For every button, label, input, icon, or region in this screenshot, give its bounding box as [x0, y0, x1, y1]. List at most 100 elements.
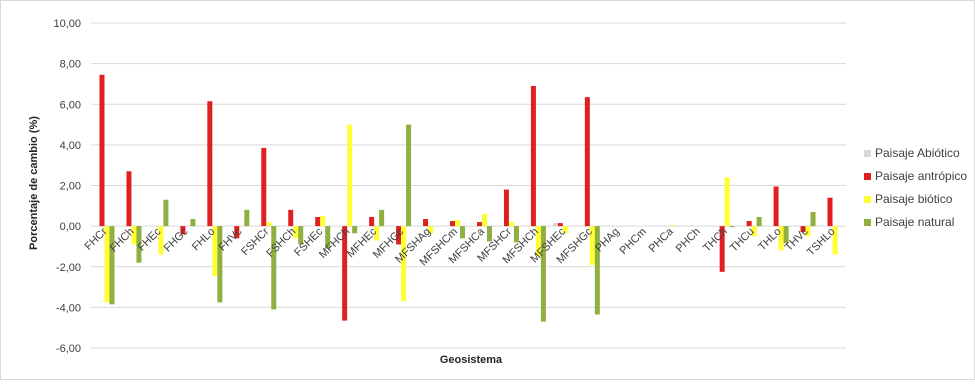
- bar: [374, 226, 380, 241]
- bar: [552, 223, 558, 227]
- bar: [320, 215, 326, 227]
- legend-swatch: [864, 219, 871, 226]
- bar: [751, 226, 757, 237]
- y-tick-label: -2,00: [56, 262, 81, 274]
- bar: [379, 209, 385, 227]
- bar: [513, 226, 519, 243]
- bar: [486, 226, 492, 242]
- bar: [832, 226, 838, 255]
- bar: [455, 220, 461, 227]
- y-tick-label: 8,00: [60, 59, 81, 71]
- bar: [508, 222, 514, 227]
- bar: [827, 197, 833, 227]
- legend-label: Paisaje antrópico: [875, 169, 967, 183]
- bar: [783, 226, 789, 244]
- bar: [261, 147, 267, 227]
- bar: [158, 226, 164, 255]
- bar: [503, 189, 509, 227]
- legend-swatch: [864, 150, 871, 157]
- y-tick-label: 0,00: [60, 221, 81, 233]
- bar: [540, 226, 546, 322]
- bar: [163, 199, 169, 227]
- bar: [719, 226, 725, 272]
- bar: [800, 226, 806, 233]
- bar: [401, 226, 407, 302]
- bar: [131, 226, 137, 245]
- bar: [207, 101, 213, 227]
- bar: [423, 219, 429, 227]
- y-tick-label: 6,00: [60, 99, 81, 111]
- bar: [288, 209, 294, 227]
- bar: [594, 226, 600, 315]
- bar: [450, 221, 456, 227]
- bar: [271, 226, 277, 310]
- category-label: THCh: [701, 226, 730, 255]
- bar: [773, 186, 779, 227]
- bar: [352, 226, 358, 234]
- bar: [212, 226, 218, 276]
- category-label: FSHCh: [264, 226, 298, 260]
- bar: [530, 85, 536, 227]
- bar: [315, 216, 321, 227]
- bar: [293, 226, 299, 239]
- bar: [342, 226, 348, 321]
- x-axis-title: Geosistema: [440, 354, 503, 366]
- bar: [266, 222, 272, 227]
- bar: [476, 222, 482, 227]
- y-tick-label: 10,00: [53, 18, 81, 30]
- bar: [460, 226, 466, 239]
- bars: [99, 74, 838, 322]
- y-tick-label: -6,00: [56, 343, 81, 355]
- category-label: PHCm: [618, 226, 649, 257]
- category-label: PHCa: [647, 225, 677, 255]
- bar: [180, 226, 186, 235]
- bar: [584, 97, 590, 227]
- y-tick-label: -4,00: [56, 302, 81, 314]
- y-axis-title: Porcentaje de cambio (%): [28, 116, 40, 250]
- bar: [428, 226, 434, 234]
- bar: [99, 74, 105, 227]
- bar: [406, 124, 412, 227]
- gridlines: [91, 22, 846, 349]
- bar: [234, 226, 240, 239]
- bar: [562, 226, 568, 234]
- bar: [325, 226, 331, 249]
- bar: [746, 221, 752, 227]
- legend-label: Paisaje natural: [875, 215, 954, 229]
- bar: [136, 226, 142, 263]
- bar: [778, 226, 784, 251]
- bar: [369, 216, 375, 227]
- bar: [810, 211, 816, 227]
- bar: [729, 226, 735, 228]
- bar: [805, 226, 811, 237]
- bar: [126, 171, 132, 227]
- bar: [557, 223, 563, 227]
- bar: [724, 177, 730, 227]
- category-label: PHCh: [674, 226, 703, 255]
- legend-swatch: [864, 196, 871, 203]
- y-tick-label: 4,00: [60, 140, 81, 152]
- legend: Paisaje Abiótico Paisaje antrópico Paisaje…: [864, 146, 967, 229]
- bar: [347, 124, 353, 227]
- bar: [298, 226, 304, 245]
- bar: [109, 226, 115, 305]
- bar: [756, 216, 762, 227]
- bar: [670, 225, 676, 227]
- bar: [396, 226, 402, 245]
- legend-label: Paisaje Abiótico: [875, 146, 960, 160]
- category-label: THCu: [728, 226, 757, 255]
- bar: [190, 219, 196, 227]
- bar: [535, 226, 541, 257]
- y-tick-label: 2,00: [60, 181, 81, 193]
- y-tick-labels: -6,00 -4,00 -2,00 0,00 2,00 4,00 6,00 8,00 10,00: [53, 18, 81, 355]
- legend-swatch: [864, 173, 871, 180]
- bar: [217, 226, 223, 303]
- bar: [244, 209, 250, 227]
- legend-label: Paisaje biótico: [875, 192, 953, 206]
- bar: [481, 213, 487, 227]
- bar: [104, 226, 110, 303]
- bar: [589, 226, 595, 265]
- category-label: FHGc: [162, 225, 191, 254]
